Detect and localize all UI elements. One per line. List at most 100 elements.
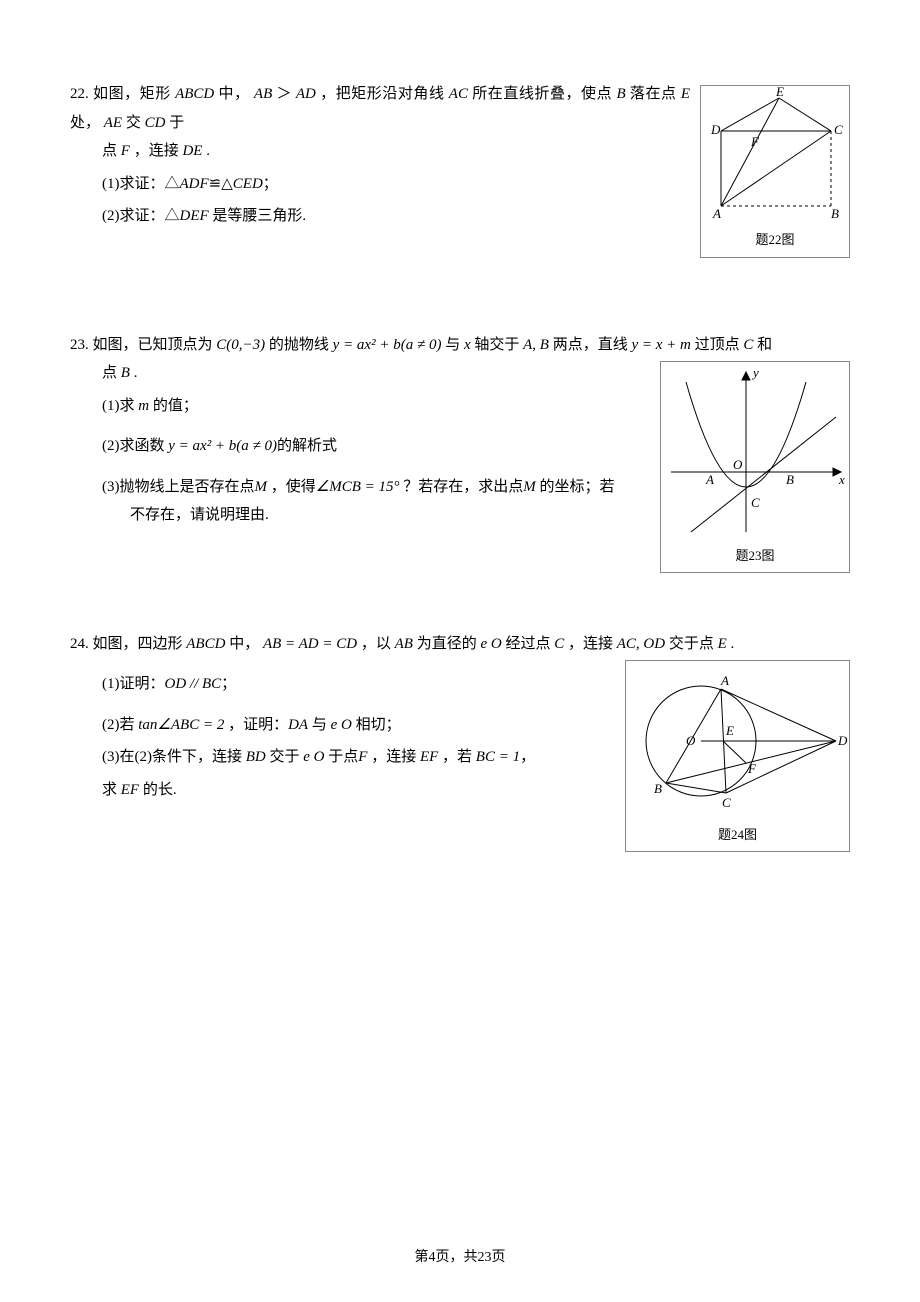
text: (2)求证：△ (102, 208, 180, 224)
text: 点 (102, 143, 117, 159)
figure-23: A B C O x y 题23图 (660, 361, 850, 574)
text: (1)求证：△ (102, 176, 180, 192)
text: M (255, 479, 268, 495)
text: EF (121, 782, 139, 798)
text: ； (263, 176, 278, 192)
q24-sub1: (1)证明：OD // BC； (70, 670, 610, 699)
figure-24-svg: A B C D E F O (626, 661, 849, 821)
text: 所在直线折叠，使点 (472, 86, 612, 102)
fig-label: A (720, 673, 729, 688)
text: 是等腰三角形. (209, 208, 307, 224)
text: 的坐标；若 (536, 479, 615, 495)
text: (3)在(2)条件下，连接 (102, 749, 246, 765)
text: 过顶点 (695, 337, 744, 353)
text: ABCD (175, 86, 214, 102)
text: y = ax² + b(a ≠ 0) (333, 337, 442, 353)
fig-label: F (750, 134, 760, 149)
figure-24: A B C D E F O 题24图 (625, 660, 850, 853)
figure-23-svg: A B C O x y (661, 362, 849, 542)
text: 和 (757, 337, 772, 353)
q23-sub1: (1)求 m 的值； (70, 392, 650, 421)
text: e O (331, 717, 352, 733)
text: 处， (70, 115, 100, 131)
fig-label: E (775, 86, 784, 99)
text: A, B (523, 337, 549, 353)
text: 的解析式 (277, 438, 337, 454)
text: AD (296, 86, 316, 102)
text: (1)求 (102, 398, 138, 414)
text: . (134, 365, 138, 381)
text: e O (480, 636, 501, 652)
text: ，以 (361, 636, 391, 652)
text: ，把矩形沿对角线 (320, 86, 444, 102)
problem-23-stem-line2: 点 B . (70, 359, 650, 388)
text: 求 (102, 782, 121, 798)
q22-number: 22. (70, 86, 89, 102)
text: 点 (102, 365, 121, 381)
figure-23-caption: 题23图 (661, 542, 849, 573)
text: AE (104, 115, 122, 131)
fig-label: O (686, 733, 696, 748)
fig-label: B (831, 206, 839, 221)
problem-23: 23. 如图，已知顶点为 C(0,−3) 的抛物线 y = ax² + b(a … (70, 331, 850, 530)
text: E (718, 636, 727, 652)
q24-sub3-line2: 求 EF 的长. (70, 776, 610, 805)
text: 交 (126, 115, 141, 131)
text: ADF (180, 176, 209, 192)
text: M (523, 479, 536, 495)
text: ； (221, 676, 236, 692)
q23-sub2: (2)求函数 y = ax² + b(a ≠ 0)的解析式 (70, 432, 650, 461)
text: ，使得 (267, 479, 316, 495)
text: E (681, 86, 690, 102)
text: x (464, 337, 471, 353)
problem-23-stem: 23. 如图，已知顶点为 C(0,−3) 的抛物线 y = ax² + b(a … (70, 331, 850, 360)
text: AC (449, 86, 468, 102)
text: ，连接 (134, 143, 183, 159)
text: B (121, 365, 130, 381)
text: 与 (308, 717, 331, 733)
text: 如图，已知顶点为 (93, 337, 213, 353)
fig-label: B (786, 472, 794, 487)
text: 中， (219, 86, 254, 102)
text: 落在点 (630, 86, 677, 102)
q24-sub3: (3)在(2)条件下，连接 BD 交于 e O 于点F ，连接 EF ，若 BC… (70, 743, 610, 772)
text: ，证明： (224, 717, 288, 733)
text: . (206, 143, 210, 159)
text: C(0,−3) (216, 337, 265, 353)
text: CD (145, 115, 166, 131)
q23-sub3: (3)抛物线上是否存在点M ，使得∠MCB = 15° ？若存在，求出点M 的坐… (70, 473, 650, 502)
figure-24-caption: 题24图 (626, 821, 849, 852)
text: BC = 1 (476, 749, 520, 765)
q24-sub2: (2)若 tan∠ABC = 2 ，证明：DA 与 e O 相切； (70, 711, 610, 740)
fig-label: D (710, 122, 721, 137)
fig-label: A (705, 472, 714, 487)
text: 交于 (266, 749, 304, 765)
text: AB (395, 636, 413, 652)
text: 于 (169, 115, 184, 131)
text: ，连接 (367, 749, 420, 765)
fig-label: C (722, 795, 731, 810)
text: e O (303, 749, 324, 765)
text: ，连接 (568, 636, 617, 652)
text: C (554, 636, 564, 652)
fig-label: F (747, 761, 757, 776)
problem-22: 22. 如图，矩形 ABCD 中， AB ＞ AD ，把矩形沿对角线 AC 所在… (70, 80, 850, 231)
fig-label: A (712, 206, 721, 221)
text: 与 (445, 337, 464, 353)
text: (1)证明： (102, 676, 165, 692)
text: 的抛物线 (269, 337, 333, 353)
text: DA (288, 717, 308, 733)
text: F (121, 143, 130, 159)
text: tan∠ABC = 2 (138, 717, 224, 733)
text: ，若 (438, 749, 476, 765)
text: AC, OD (617, 636, 665, 652)
text: ∠MCB = 15° (316, 479, 400, 495)
text: 如图，矩形 (93, 86, 171, 102)
text: 交于点 (669, 636, 714, 652)
fig-label: x (838, 472, 845, 487)
text: 的长. (139, 782, 177, 798)
text: . (731, 636, 735, 652)
text: y = x + m (631, 337, 690, 353)
text: 经过点 (505, 636, 550, 652)
text: (2)若 (102, 717, 138, 733)
